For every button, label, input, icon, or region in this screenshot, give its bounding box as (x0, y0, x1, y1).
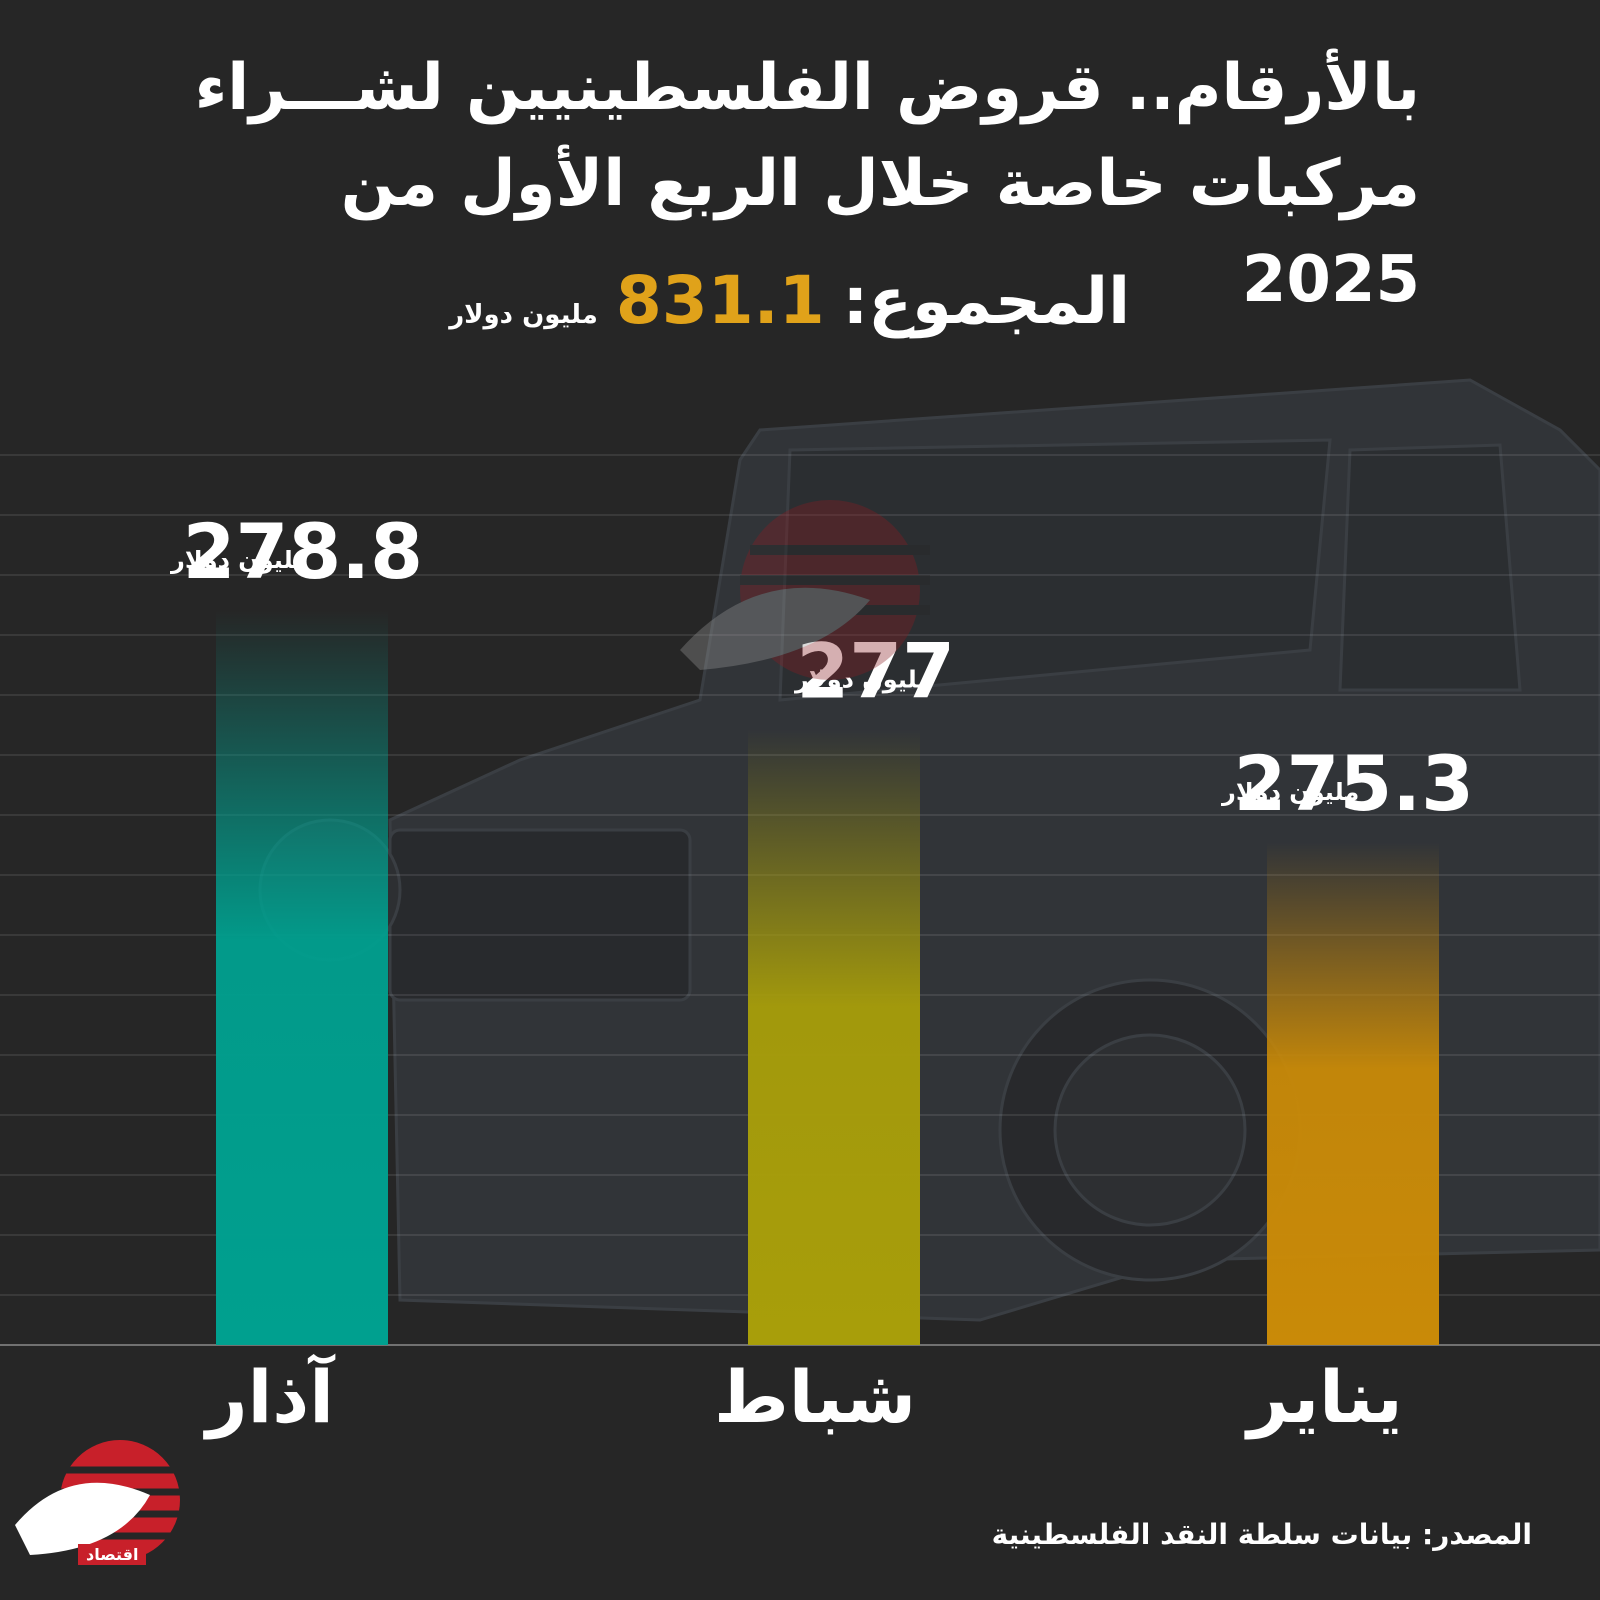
bar-2 (1267, 842, 1439, 1345)
bar-0 (216, 610, 388, 1345)
logo-subtitle: اقتصاد (78, 1544, 147, 1565)
bar-unit-label: مليون دولار (170, 546, 308, 574)
bar-1 (748, 729, 920, 1345)
bar-value-label: 275.3 (1234, 739, 1474, 828)
source-note: المصدر: بيانات سلطة النقد الفلسطينية (991, 1518, 1532, 1551)
watermark-logo (680, 500, 930, 680)
total-label: المجموع: (842, 265, 1130, 339)
category-label-february: شباط (713, 1355, 917, 1439)
brand-logo (15, 1440, 185, 1560)
bar-value-label: 277 (796, 626, 955, 715)
bar-value-label: 278.8 (183, 507, 423, 596)
total-summary: المجموع: 831.1 مليون دولار (449, 262, 1130, 339)
bar-unit-label: مليون دولار (794, 665, 932, 693)
category-label-january: يناير (1247, 1355, 1403, 1439)
category-label-march: آذار (206, 1355, 334, 1439)
total-unit: مليون دولار (449, 300, 598, 330)
infographic-title: بالأرقام.. قروض الفلسطينيين لشـــراء مرك… (194, 51, 1420, 317)
total-value: 831.1 (615, 262, 825, 339)
bar-unit-label: مليون دولار (1221, 778, 1359, 806)
